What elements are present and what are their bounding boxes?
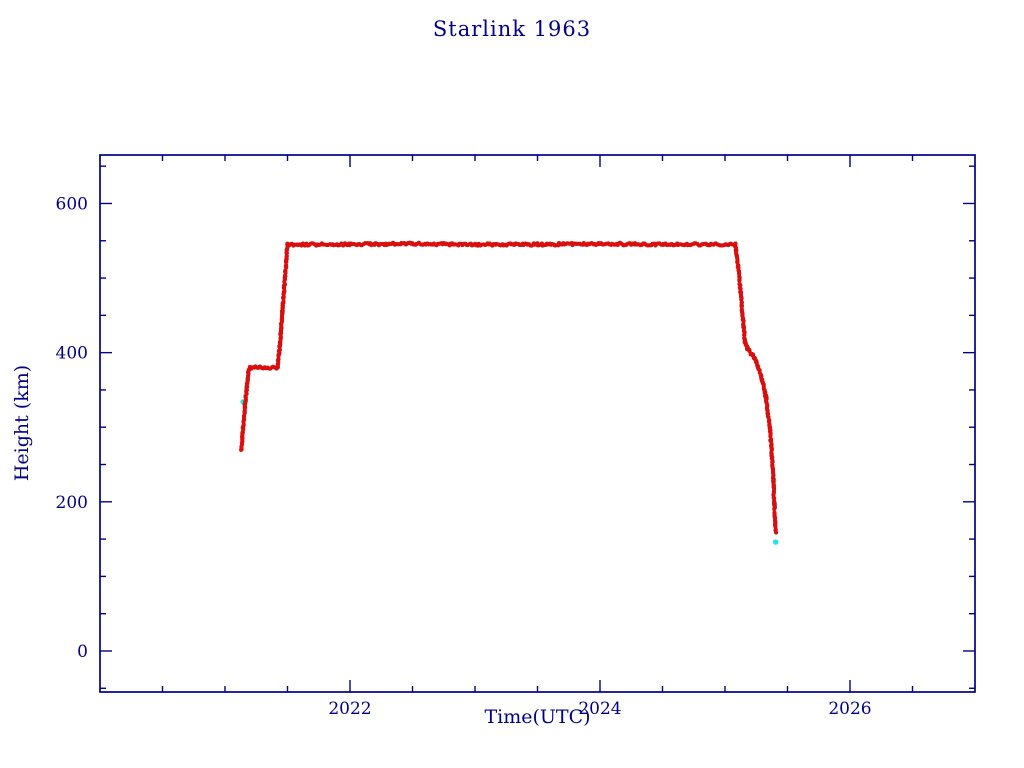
series-red-points bbox=[239, 240, 779, 535]
y-tick-label: 0 bbox=[77, 642, 88, 662]
plot-frame bbox=[99, 154, 976, 693]
x-tick-label: 2024 bbox=[578, 699, 621, 719]
x-tick-label: 2022 bbox=[328, 699, 371, 719]
x-axis-label: Time(UTC) bbox=[484, 706, 591, 728]
y-tick-label: 400 bbox=[56, 344, 88, 364]
y-tick-label: 200 bbox=[56, 493, 88, 513]
axis-ticks bbox=[100, 155, 975, 692]
series-cyan-points bbox=[240, 308, 779, 545]
y-tick-label: 600 bbox=[56, 194, 88, 214]
tick-labels: 0 200 400 600 2022 2024 2026 bbox=[56, 194, 872, 719]
x-tick-label: 2026 bbox=[828, 699, 871, 719]
chart-title: Starlink 1963 bbox=[432, 17, 592, 41]
